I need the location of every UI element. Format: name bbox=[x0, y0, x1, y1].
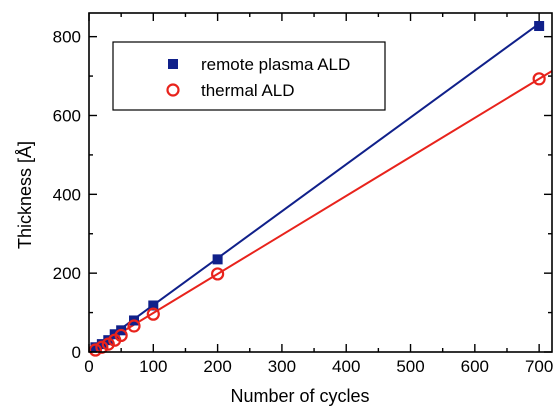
fit-lines bbox=[88, 22, 553, 353]
x-axis-title: Number of cycles bbox=[230, 386, 369, 406]
y-tick-label: 600 bbox=[53, 106, 81, 125]
legend: remote plasma ALD thermal ALD bbox=[112, 41, 386, 111]
data-point bbox=[146, 307, 160, 321]
data-point bbox=[114, 328, 128, 343]
x-tick-label: 400 bbox=[332, 357, 360, 376]
x-tick-label: 700 bbox=[525, 357, 553, 376]
fit-line bbox=[88, 70, 553, 353]
data-point bbox=[211, 267, 225, 281]
legend-marker bbox=[166, 83, 180, 97]
data-point bbox=[88, 343, 103, 357]
legend-label: thermal ALD bbox=[201, 81, 295, 100]
legend-label: remote plasma ALD bbox=[201, 55, 350, 74]
data-point bbox=[101, 337, 115, 351]
axes bbox=[88, 12, 553, 353]
x-tick-label: 200 bbox=[203, 357, 231, 376]
y-tick-label: 200 bbox=[53, 264, 81, 283]
data-points bbox=[88, 21, 546, 357]
y-tick-label: 400 bbox=[53, 185, 81, 204]
x-tick-label: 0 bbox=[84, 357, 93, 376]
data-point bbox=[127, 319, 141, 333]
data-point bbox=[532, 72, 546, 86]
legend-marker bbox=[168, 59, 178, 69]
x-tick-label: 600 bbox=[461, 357, 489, 376]
data-point bbox=[148, 300, 159, 311]
data-point bbox=[212, 254, 223, 265]
y-tick-label: 0 bbox=[72, 343, 81, 362]
y-axis-title: Thickness [Å] bbox=[15, 141, 35, 249]
x-tick-label: 300 bbox=[268, 357, 296, 376]
plot-frame bbox=[88, 12, 553, 353]
data-point bbox=[534, 21, 545, 32]
legend-box bbox=[112, 41, 386, 111]
fit-line bbox=[88, 22, 540, 353]
x-tick-label: 500 bbox=[396, 357, 424, 376]
x-tick-label: 100 bbox=[139, 357, 167, 376]
ticks: 0 100 200 300 400 500 600 700 0 200 400 600 800 bbox=[53, 13, 553, 376]
y-tick-label: 800 bbox=[53, 28, 81, 47]
